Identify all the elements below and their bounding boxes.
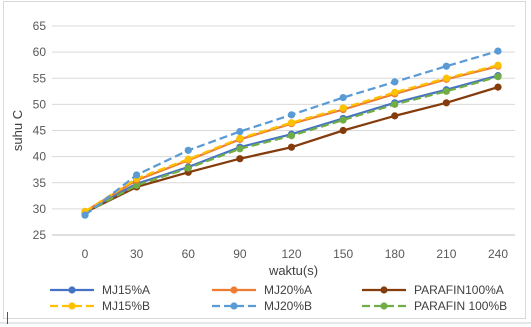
data-point: [494, 73, 502, 81]
data-point: [236, 127, 244, 136]
legend-label: MJ20%B: [264, 299, 312, 313]
data-point: [391, 88, 399, 96]
legend-swatch-marker: [68, 302, 76, 310]
legend-item: MJ15%A: [50, 283, 150, 297]
x-tick-label: 210: [436, 247, 456, 261]
legend-swatch-marker: [380, 286, 388, 294]
legend-swatch-marker: [230, 286, 238, 294]
y-tick-label: 50: [33, 97, 47, 111]
x-tick-label: 90: [233, 247, 247, 261]
y-tick-label: 55: [33, 71, 47, 85]
data-point: [287, 132, 296, 140]
bottom-border: [0, 322, 531, 324]
y-tick-label: 60: [33, 45, 47, 59]
x-tick-labels: 0 30 60 90 120 150 180 210 240: [82, 247, 509, 261]
data-point: [339, 126, 347, 135]
x-tick-label: 240: [488, 247, 508, 261]
data-point: [391, 112, 399, 120]
data-point: [184, 164, 192, 172]
x-axis-title: waktu(s): [268, 263, 318, 278]
data-point: [442, 74, 450, 82]
y-tick-label: 25: [33, 228, 47, 242]
data-point: [339, 93, 347, 102]
legend-label: PARAFIN100%A: [414, 283, 504, 297]
data-point: [287, 143, 296, 151]
legend-item: PARAFIN100%A: [362, 283, 504, 297]
legend-label: MJ15%A: [102, 283, 150, 297]
data-point: [236, 134, 244, 142]
series-line: [84, 74, 499, 213]
x-tick-label: 150: [333, 247, 353, 261]
legend-item: MJ20%B: [212, 299, 312, 313]
gridlines: [52, 25, 515, 236]
legend-item: MJ20%A: [212, 283, 312, 297]
series-MJ20%B: [81, 47, 502, 219]
legend-item: PARAFIN 100%B: [362, 299, 507, 313]
data-point: [442, 62, 450, 70]
legend-label: MJ15%B: [102, 299, 150, 313]
x-tick-label: 120: [281, 247, 301, 261]
x-tick-label: 180: [385, 247, 405, 261]
data-point: [391, 78, 399, 86]
series-lines: [81, 47, 502, 219]
left-edge-mark: [7, 312, 8, 324]
data-point: [339, 116, 347, 124]
series-PARAFIN100%A: [81, 83, 502, 217]
data-point: [442, 99, 450, 107]
data-point: [494, 83, 502, 91]
data-point: [391, 100, 399, 108]
data-point: [184, 146, 192, 154]
data-point: [184, 155, 192, 163]
series-line: [84, 64, 499, 213]
data-point: [236, 155, 244, 163]
legend-label: MJ20%A: [264, 283, 312, 297]
chart-frame: [3, 1, 526, 319]
data-point: [133, 181, 141, 189]
data-point: [339, 104, 347, 112]
y-axis-title: suhu C: [10, 110, 25, 151]
data-point: [494, 47, 502, 55]
y-tick-label: 65: [33, 19, 47, 33]
data-point: [236, 145, 244, 153]
y-tick-label: 40: [33, 150, 47, 164]
legend-item: MJ15%B: [50, 299, 150, 313]
data-point: [442, 87, 450, 95]
legend-label: PARAFIN 100%B: [414, 299, 507, 313]
data-point: [494, 61, 502, 69]
data-point: [133, 171, 141, 179]
data-point: [287, 119, 296, 127]
legend-swatch-marker: [380, 302, 388, 310]
legend-swatch-marker: [230, 302, 238, 310]
legend-swatch-marker: [68, 286, 76, 294]
data-point: [287, 111, 296, 119]
legend: MJ15%A MJ20%A PARAFIN100%A MJ15%B MJ20%B PARA…: [50, 283, 507, 313]
y-tick-label: 30: [33, 202, 47, 216]
x-tick-label: 60: [182, 247, 196, 261]
x-tick-label: 30: [130, 247, 144, 261]
x-tick-label: 0: [82, 247, 89, 261]
y-tick-labels: 25 30 35 40 45 50 55 60 65: [33, 19, 47, 242]
y-tick-label: 45: [33, 124, 47, 138]
data-point: [81, 211, 89, 219]
y-tick-label: 35: [33, 176, 47, 190]
